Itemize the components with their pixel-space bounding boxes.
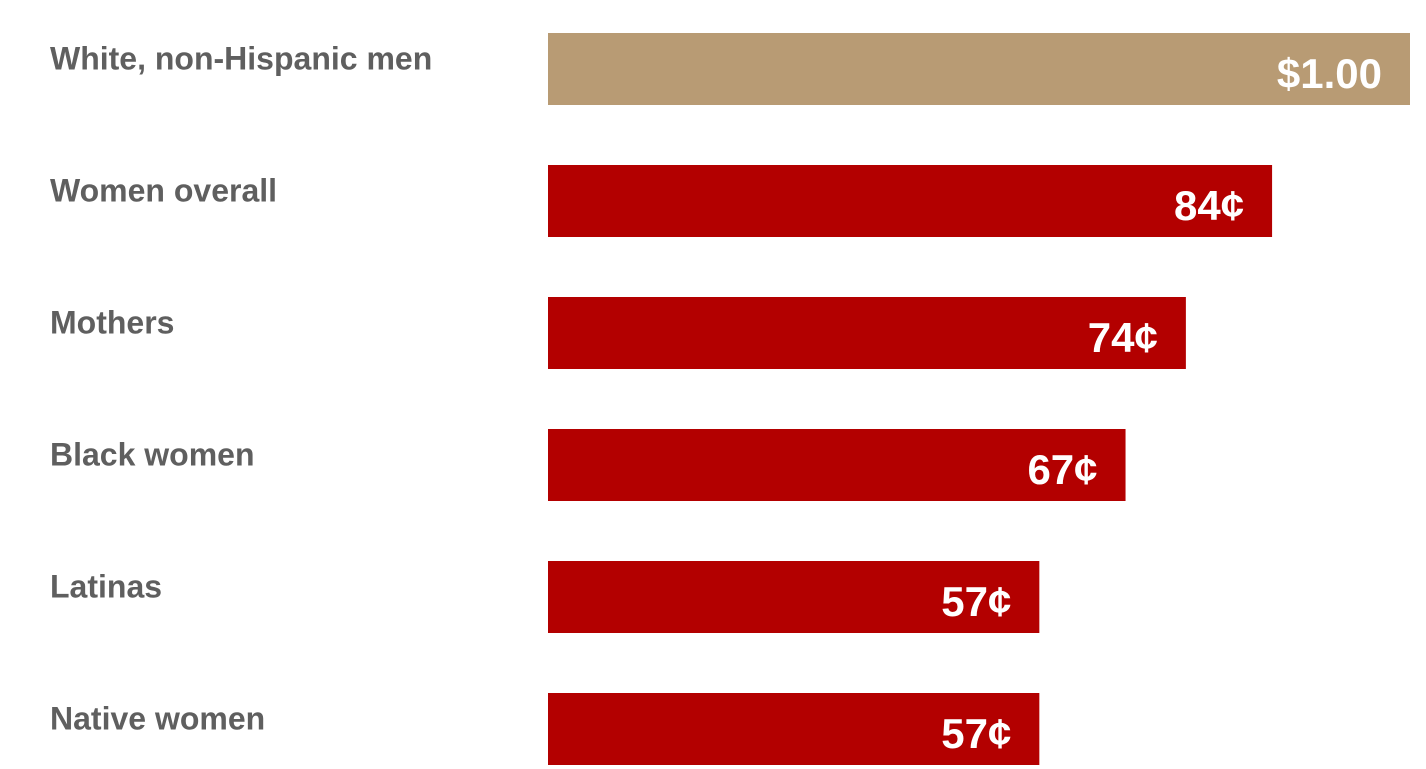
value-label: 67¢ — [1027, 446, 1097, 493]
value-label: $1.00 — [1277, 50, 1382, 97]
value-label: 57¢ — [941, 578, 1011, 625]
category-label: Latinas — [50, 568, 162, 604]
category-labels: White, non-Hispanic men Women overall Moth… — [50, 40, 432, 736]
bar — [548, 165, 1273, 237]
value-label: 74¢ — [1088, 314, 1158, 361]
bars — [548, 33, 1410, 765]
category-label: Women overall — [50, 172, 277, 208]
value-label: 57¢ — [941, 710, 1011, 757]
bar — [548, 429, 1126, 501]
reference-bar — [548, 33, 1410, 105]
category-label: White, non-Hispanic men — [50, 40, 432, 76]
bar — [548, 561, 1040, 633]
bar — [548, 693, 1040, 765]
category-label: Black women — [50, 436, 255, 472]
value-label: 84¢ — [1174, 182, 1244, 229]
bar — [548, 297, 1186, 369]
value-labels: $1.00 84¢ 74¢ 67¢ 57¢ 57¢ — [941, 50, 1382, 757]
category-label: Native women — [50, 700, 265, 736]
category-label: Mothers — [50, 304, 174, 340]
